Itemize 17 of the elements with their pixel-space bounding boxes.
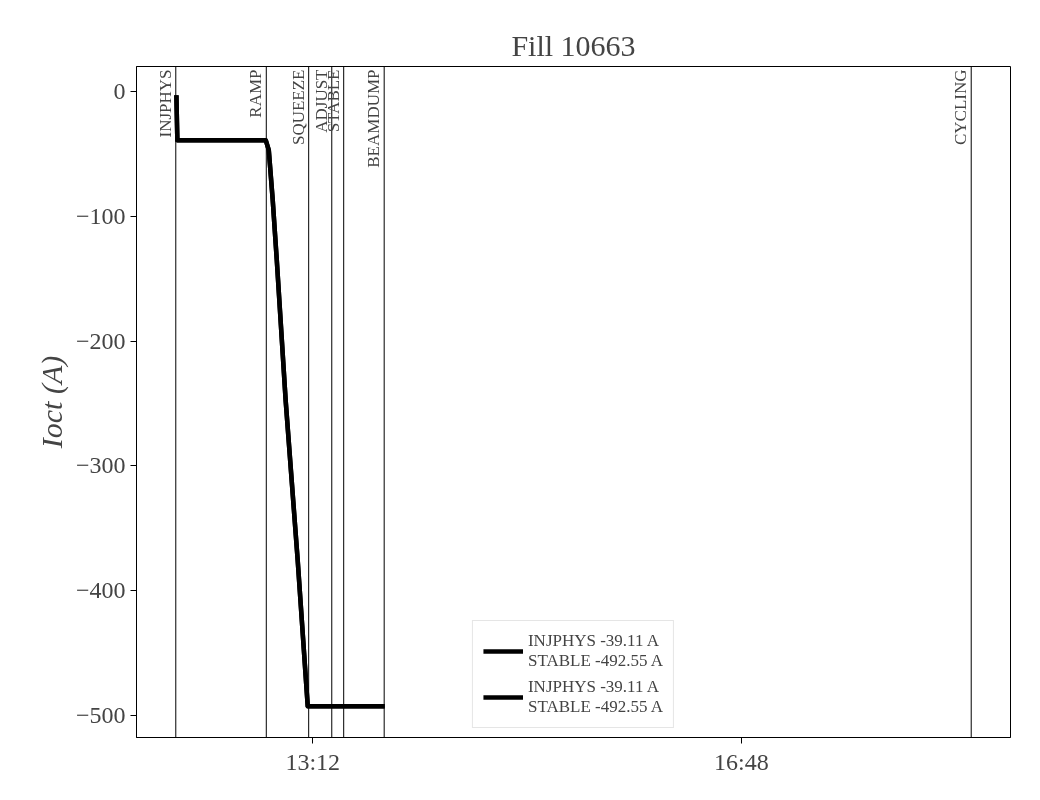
y-tick-label: −200 — [75, 327, 126, 354]
y-tick-label: 0 — [113, 77, 126, 104]
chart-title: Fill 10663 — [511, 28, 636, 62]
y-axis-title: Ioct (A) — [34, 355, 69, 450]
ref-line-label: CYCLING — [951, 69, 971, 146]
y-tick-label: −400 — [75, 577, 126, 604]
y-tick-label: −300 — [75, 452, 126, 479]
x-tick-label: 13:12 — [285, 748, 341, 775]
ref-line-label: INJPHYS — [155, 69, 175, 138]
legend-label: INJPHYS -39.11 A STABLE -492.55 A — [527, 631, 664, 671]
y-tick-label: −500 — [75, 702, 126, 729]
legend-label: INJPHYS -39.11 A STABLE -492.55 A — [527, 677, 664, 717]
y-tick-label: −100 — [75, 202, 126, 229]
ref-line-label: BEAMDUMP — [364, 69, 384, 168]
x-tick-label: 16:48 — [714, 748, 769, 775]
ref-line-label: SQUEEZE — [288, 69, 308, 146]
ref-line-label: RAMP — [246, 69, 266, 118]
